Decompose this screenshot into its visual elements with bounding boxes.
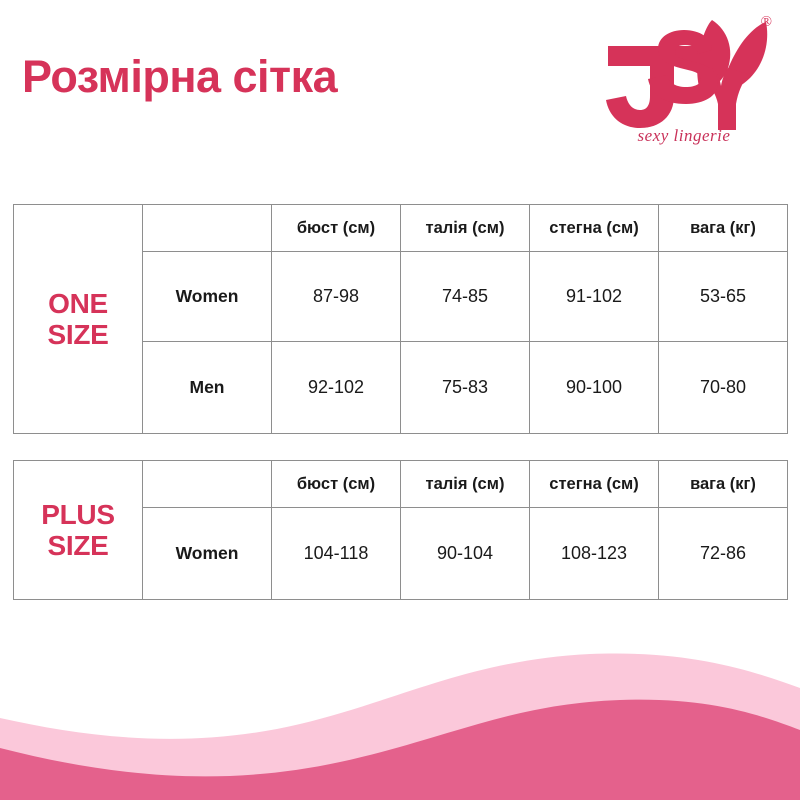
header-blank-cell xyxy=(142,460,272,508)
cell-weight: 53-65 xyxy=(658,251,788,342)
column-header-weight: вага (кг) xyxy=(658,460,788,508)
cell-waist: 90-104 xyxy=(400,507,530,600)
table-row: Men 92-102 75-83 90-100 70-80 xyxy=(14,341,788,434)
group-label-line2: SIZE xyxy=(47,530,109,561)
table-row: Women 104-118 90-104 108-123 72-86 xyxy=(14,507,788,600)
page-title: Розмірна сітка xyxy=(22,51,338,102)
cell-bust: 87-98 xyxy=(271,251,401,342)
cell-hips: 90-100 xyxy=(529,341,659,434)
plus-size-table: PLUS SIZE бюст (см) талія (см) стегна (с… xyxy=(13,460,788,600)
wave-dark-shape xyxy=(0,699,800,800)
group-label-line1: ONE xyxy=(48,287,108,319)
row-label-women: Women xyxy=(142,507,272,600)
column-header-bust: бюст (см) xyxy=(271,204,401,252)
cell-bust: 104-118 xyxy=(271,507,401,600)
table-header-row: PLUS SIZE бюст (см) талія (см) стегна (с… xyxy=(13,460,788,600)
table-header-row: ONE SIZE бюст (см) талія (см) стегна (см… xyxy=(13,204,788,434)
column-header-weight: вага (кг) xyxy=(658,204,788,252)
decorative-wave-graphic xyxy=(0,653,800,800)
one-size-table: ONE SIZE бюст (см) талія (см) стегна (см… xyxy=(13,204,788,434)
cell-hips: 91-102 xyxy=(529,251,659,342)
group-label-plus-size: PLUS SIZE xyxy=(13,460,143,600)
brand-logo: ® sexy lingerie xyxy=(600,12,780,162)
group-label-line1: PLUS xyxy=(41,498,115,530)
cell-waist: 74-85 xyxy=(400,251,530,342)
cell-bust: 92-102 xyxy=(271,341,401,434)
column-header-hips: стегна (см) xyxy=(529,204,659,252)
group-label-line2: SIZE xyxy=(47,319,109,350)
row-label-women: Women xyxy=(142,251,272,342)
header-blank-cell xyxy=(142,204,272,252)
jsy-logo-icon xyxy=(606,20,768,130)
row-label-men: Men xyxy=(142,341,272,434)
column-header-hips: стегна (см) xyxy=(529,460,659,508)
cell-weight: 72-86 xyxy=(658,507,788,600)
cell-waist: 75-83 xyxy=(400,341,530,434)
column-header-bust: бюст (см) xyxy=(271,460,401,508)
group-label-one-size: ONE SIZE xyxy=(13,204,143,434)
table-row: Women 87-98 74-85 91-102 53-65 xyxy=(14,251,788,342)
page-header: Розмірна сітка ® sexy lingerie xyxy=(0,0,800,190)
column-header-waist: талія (см) xyxy=(400,204,530,252)
cell-weight: 70-80 xyxy=(658,341,788,434)
column-header-waist: талія (см) xyxy=(400,460,530,508)
cell-hips: 108-123 xyxy=(529,507,659,600)
registered-trademark-icon: ® xyxy=(760,14,772,30)
logo-tagline: sexy lingerie xyxy=(637,126,731,145)
